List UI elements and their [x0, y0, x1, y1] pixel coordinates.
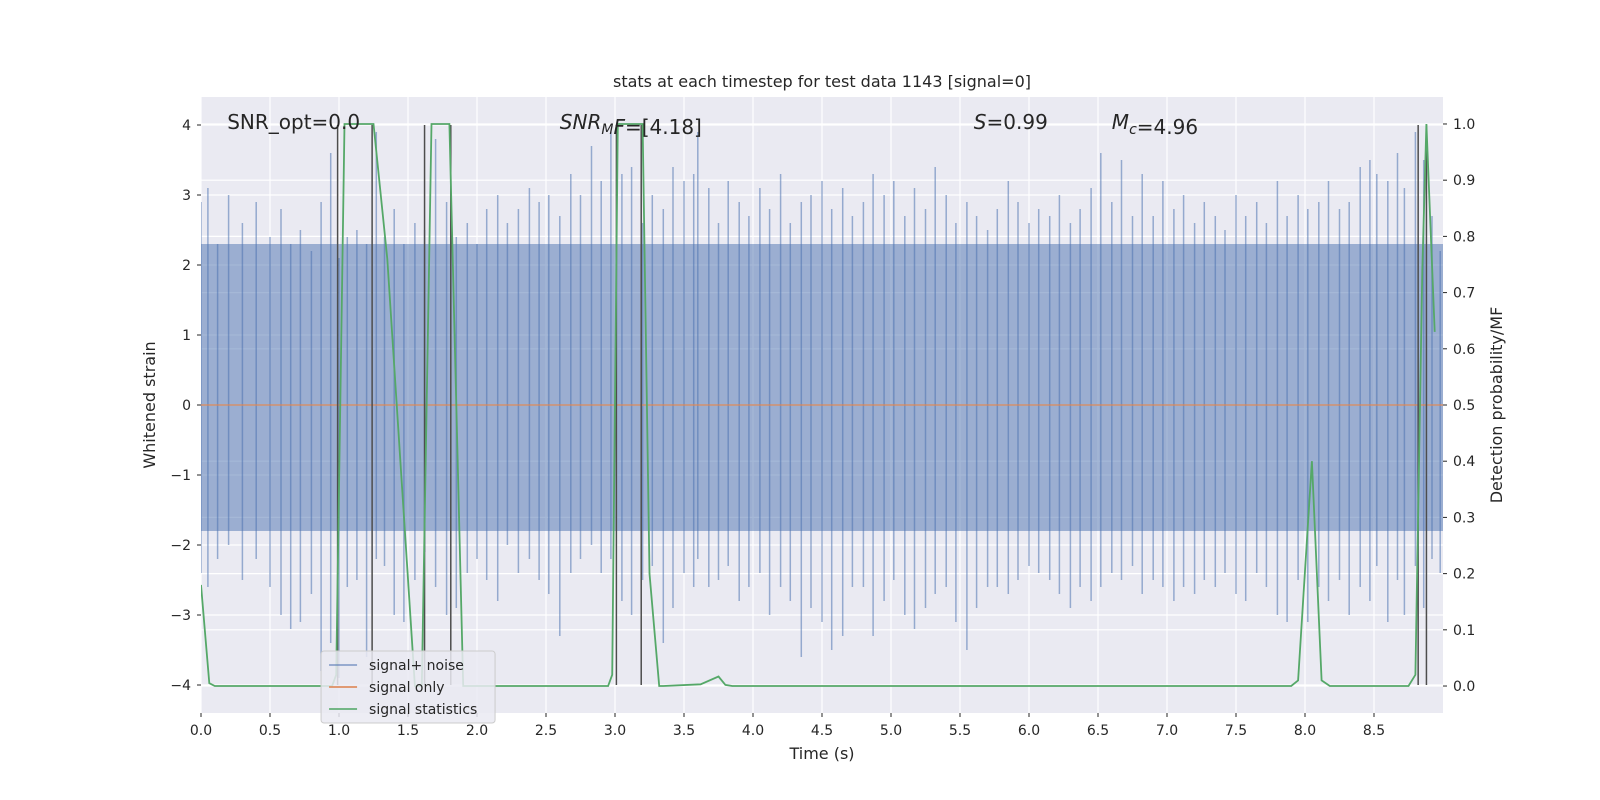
- annotation: S=0.99: [974, 110, 1048, 134]
- annotation-part: =0.99: [987, 110, 1048, 134]
- x-tick-label: 5.5: [949, 723, 971, 739]
- y-tick-label: 3: [182, 188, 191, 204]
- series-signal-noise: [201, 132, 1443, 678]
- right-y-tick-label: 0.0: [1453, 679, 1475, 695]
- annotation-part: F: [613, 115, 625, 139]
- x-tick-label: 7.0: [1156, 723, 1178, 739]
- y-tick-label: −3: [170, 608, 191, 624]
- y-tick-label: 2: [182, 258, 191, 274]
- annotation: SNR_opt=0.0: [227, 110, 360, 134]
- annotation-part: c: [1129, 122, 1137, 138]
- right-y-tick-label: 0.9: [1453, 173, 1475, 189]
- right-y-tick-label: 0.5: [1453, 398, 1475, 414]
- x-tick-label: 5.0: [880, 723, 902, 739]
- y-tick-label: 1: [182, 328, 191, 344]
- x-tick-label: 3.0: [604, 723, 626, 739]
- legend: signal+ noise signal only signal statistic…: [320, 650, 496, 724]
- x-tick-label: 8.0: [1294, 723, 1316, 739]
- right-y-axis-label: Detection probability/MF: [1487, 307, 1506, 504]
- annotation-part: M: [601, 122, 613, 138]
- right-y-tick-label: 0.6: [1453, 342, 1475, 358]
- x-tick-label: 6.5: [1087, 723, 1109, 739]
- x-tick-label: 3.5: [673, 723, 695, 739]
- right-y-tick-label: 1.0: [1453, 117, 1475, 133]
- annotation-part: =[4.18]: [625, 115, 702, 139]
- annotation-part: M: [1112, 110, 1129, 134]
- right-y-tick-label: 0.4: [1453, 454, 1475, 470]
- right-y-tick-label: 0.3: [1453, 510, 1475, 526]
- x-tick-label: 4.0: [742, 723, 764, 739]
- right-y-tick-label: 0.1: [1453, 623, 1475, 639]
- series-signal-statistics: [201, 123, 1436, 687]
- x-tick-label: 2.5: [535, 723, 557, 739]
- y-tick-label: 0: [182, 398, 191, 414]
- y-tick-label: −4: [170, 678, 191, 694]
- x-tick-label: 2.0: [466, 723, 488, 739]
- annotation: Mc=4.96: [1112, 110, 1198, 139]
- y-tick-label: −2: [170, 538, 191, 554]
- annotation-part: S: [974, 110, 987, 134]
- x-tick-label: 1.0: [328, 723, 350, 739]
- x-tick-label: 4.5: [811, 723, 833, 739]
- x-tick-label: 0.5: [259, 723, 281, 739]
- x-tick-label: 1.5: [397, 723, 419, 739]
- x-tick-label: 8.5: [1363, 723, 1385, 739]
- annotation-part: =4.96: [1137, 115, 1198, 139]
- right-y-tick-label: 0.8: [1453, 229, 1475, 245]
- y-tick-label: 4: [182, 118, 191, 134]
- y-tick-label: −1: [170, 468, 191, 484]
- annotation-part: SNR: [560, 110, 602, 134]
- x-tick-label: 6.0: [1018, 723, 1040, 739]
- y-axis-label: Whitened strain: [140, 341, 159, 468]
- legend-label: signal statistics: [369, 702, 477, 718]
- legend-label: signal+ noise: [369, 658, 464, 674]
- chart-title: stats at each timestep for test data 114…: [613, 72, 1031, 91]
- legend-box: [320, 650, 496, 724]
- annotation-part: SNR_opt=0.0: [227, 110, 360, 134]
- x-axis-label: Time (s): [788, 744, 854, 763]
- right-y-tick-label: 0.7: [1453, 286, 1475, 302]
- x-tick-label: 7.5: [1225, 723, 1247, 739]
- right-y-tick-label: 0.2: [1453, 567, 1475, 583]
- x-tick-label: 0.0: [190, 723, 212, 739]
- annotation: SNRMF=[4.18]: [560, 110, 702, 139]
- legend-label: signal only: [369, 680, 444, 696]
